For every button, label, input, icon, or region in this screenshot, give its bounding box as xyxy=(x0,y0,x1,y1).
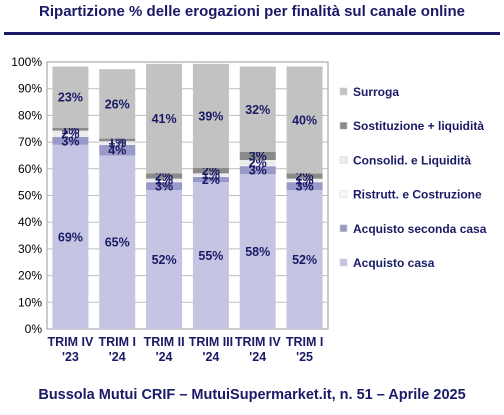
y-tick-label: 80% xyxy=(18,108,42,122)
data-label: 23% xyxy=(58,91,83,105)
bar-segment xyxy=(146,178,183,182)
x-tick-label: TRIM III xyxy=(189,335,233,349)
legend-swatch xyxy=(339,87,348,96)
data-label: 26% xyxy=(105,97,130,111)
legend-swatch xyxy=(339,258,348,267)
source-footer: Bussola Mutui CRIF – MutuiSupermarket.it… xyxy=(38,387,466,403)
bar-segment xyxy=(52,66,89,128)
bar-segment xyxy=(99,144,136,156)
data-label: 41% xyxy=(152,112,177,126)
bar-segment xyxy=(239,151,276,160)
legend-label: Consolid. e Liquidità xyxy=(353,153,471,167)
bar-segment xyxy=(52,127,89,131)
x-tick-label: '24 xyxy=(249,350,266,364)
y-tick-label: 20% xyxy=(18,269,42,283)
chart-title: Ripartizione % delle erogazioni per fina… xyxy=(39,3,465,20)
bar-segment xyxy=(146,182,183,191)
y-tick-label: 60% xyxy=(18,162,42,176)
x-tick-label: '24 xyxy=(202,350,219,364)
x-tick-label: '24 xyxy=(156,350,173,364)
data-label: 52% xyxy=(152,253,177,267)
bar-segment xyxy=(192,173,229,177)
title-divider xyxy=(4,32,500,35)
y-tick-label: 50% xyxy=(18,189,42,203)
data-label: 3% xyxy=(155,180,173,194)
bar-segment xyxy=(286,182,323,191)
bar-segment xyxy=(192,176,229,177)
legend-swatch xyxy=(339,190,348,198)
bar-segment xyxy=(99,141,136,144)
data-label: 65% xyxy=(105,236,130,250)
bar-segment xyxy=(239,165,276,167)
bar-segment xyxy=(286,173,323,179)
bar-segment xyxy=(192,182,229,329)
data-label: 3% xyxy=(249,149,267,163)
bar-segment xyxy=(286,190,323,329)
bar-segment xyxy=(146,190,183,329)
bar-segment xyxy=(192,63,229,168)
data-label: 3% xyxy=(296,180,314,194)
data-label: 3% xyxy=(61,134,79,148)
x-tick-label: TRIM I xyxy=(99,335,137,349)
legend-swatch xyxy=(339,224,348,233)
bar-segment xyxy=(52,135,89,137)
bar-segment xyxy=(286,66,323,174)
data-label: 69% xyxy=(58,230,83,244)
bar-segment xyxy=(239,174,276,329)
legend-swatch xyxy=(339,121,348,130)
x-tick-label: '23 xyxy=(62,350,79,364)
legend-label: Acquisto seconda casa xyxy=(353,222,487,236)
bar-segment xyxy=(239,159,276,166)
legend-label: Surroga xyxy=(353,85,399,99)
bar-segment xyxy=(239,66,276,152)
bar-segment xyxy=(52,130,89,136)
data-label: 58% xyxy=(245,245,270,259)
y-tick-label: 30% xyxy=(18,242,42,256)
bar-segment xyxy=(192,176,229,183)
data-label: 39% xyxy=(198,109,223,123)
y-tick-label: 70% xyxy=(18,135,42,149)
data-label: 4% xyxy=(108,144,126,158)
x-tick-label: '25 xyxy=(296,350,313,364)
bar-segment xyxy=(146,173,183,179)
data-label: 52% xyxy=(292,253,317,267)
legend-label: Acquisto casa xyxy=(353,256,435,270)
legend-label: Sostituzione + liquidità xyxy=(353,119,484,133)
x-tick-label: TRIM IV xyxy=(47,335,93,349)
legend-label: Ristrutt. e Costruzione xyxy=(353,188,482,202)
y-tick-label: 10% xyxy=(18,295,42,309)
y-tick-label: 0% xyxy=(25,322,43,336)
y-tick-label: 90% xyxy=(18,82,42,96)
data-label: 3% xyxy=(249,164,267,178)
x-tick-label: TRIM IV xyxy=(235,335,281,349)
data-label: 32% xyxy=(245,103,270,117)
x-tick-label: TRIM II xyxy=(144,335,185,349)
data-label: 40% xyxy=(292,113,317,127)
x-tick-label: '24 xyxy=(109,350,126,364)
bar-segment xyxy=(286,178,323,182)
bar-segment xyxy=(99,155,136,329)
bar-segment xyxy=(286,181,323,183)
bar-segment xyxy=(99,138,136,142)
bar-segment xyxy=(99,69,136,139)
bar-segment xyxy=(239,166,276,175)
bar-segment xyxy=(146,181,183,183)
bar-segment xyxy=(192,167,229,174)
y-tick-label: 40% xyxy=(18,215,42,229)
data-label: 55% xyxy=(198,249,223,263)
y-tick-label: 100% xyxy=(11,55,42,69)
bar-segment xyxy=(146,63,183,174)
bar-segment xyxy=(52,144,89,329)
bar-segment xyxy=(99,143,136,145)
bar-segment xyxy=(52,136,89,145)
x-tick-label: TRIM I xyxy=(286,335,324,349)
legend-swatch xyxy=(339,156,348,164)
